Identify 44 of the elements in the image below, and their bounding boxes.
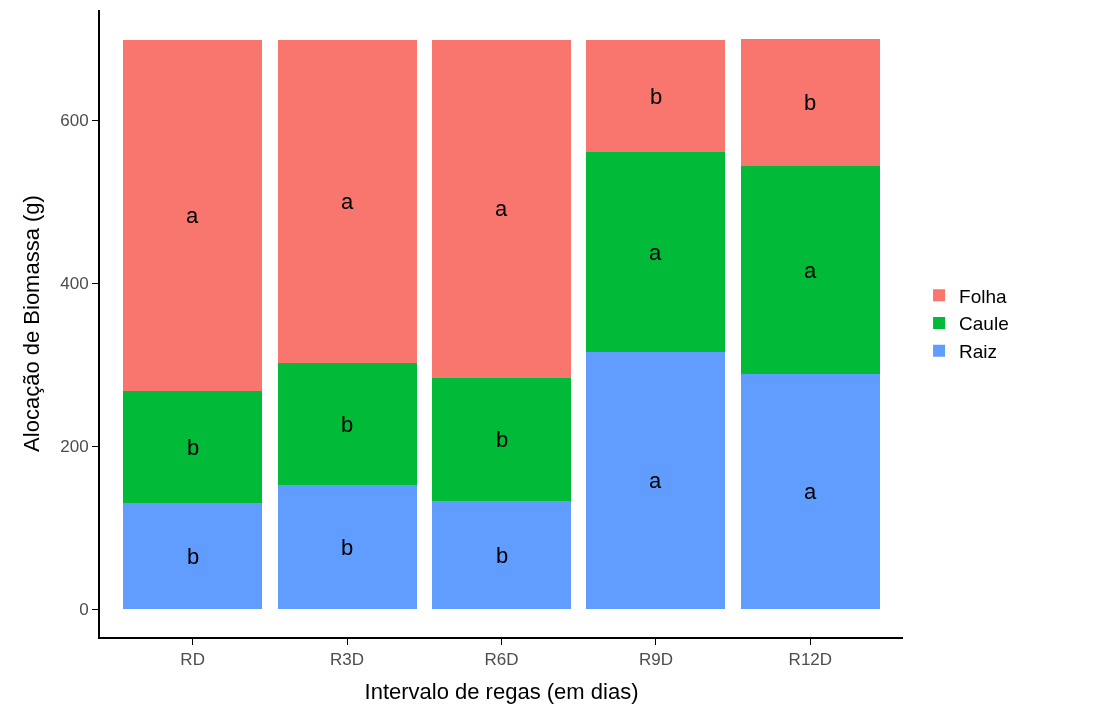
y-tick-label: 0 [79, 600, 89, 620]
annotation: b [341, 535, 354, 560]
y-axis-title: Alocação de Biomassa (g) [18, 195, 44, 452]
annotation: a [495, 196, 508, 221]
bar [277, 363, 417, 486]
x-tick-label: RD [180, 650, 205, 670]
x-tick-label: R12D [788, 650, 833, 670]
y-tick-label: 400 [60, 274, 89, 294]
annotation: b [187, 544, 200, 569]
annotation: b [650, 84, 663, 109]
annotation: a [341, 189, 354, 214]
annotation: a [649, 468, 662, 493]
x-axis-title: Intervalo de regas (em dias) [364, 678, 639, 704]
bar [277, 40, 417, 364]
annotation: a [804, 479, 817, 504]
legend-label: Caule [959, 313, 1009, 335]
annotation: a [649, 240, 662, 265]
annotation: b [341, 412, 354, 437]
x-tick-label: R9D [638, 650, 673, 670]
bar [432, 40, 571, 378]
bar [123, 40, 263, 391]
annotation: a [804, 258, 817, 283]
legend-label: Folha [959, 285, 1008, 307]
bar [277, 485, 417, 610]
annotation: b [187, 435, 200, 460]
x-tick-label: R6D [484, 650, 519, 670]
y-tick-label: 600 [60, 111, 89, 131]
bar [123, 390, 263, 504]
bar [740, 38, 880, 166]
bar [432, 500, 571, 610]
bar [740, 165, 880, 375]
annotation: b [496, 427, 509, 452]
bar [123, 503, 263, 610]
bar [586, 352, 726, 610]
y-tick-label: 200 [60, 437, 89, 457]
bar [740, 374, 880, 610]
legend-label: Raiz [959, 341, 998, 363]
bar [586, 40, 726, 152]
annotation: b [496, 543, 509, 568]
annotation: a [186, 203, 199, 228]
bar [586, 151, 726, 353]
x-tick-label: R3D [330, 650, 365, 670]
annotation: b [804, 90, 817, 115]
bar [432, 377, 571, 501]
